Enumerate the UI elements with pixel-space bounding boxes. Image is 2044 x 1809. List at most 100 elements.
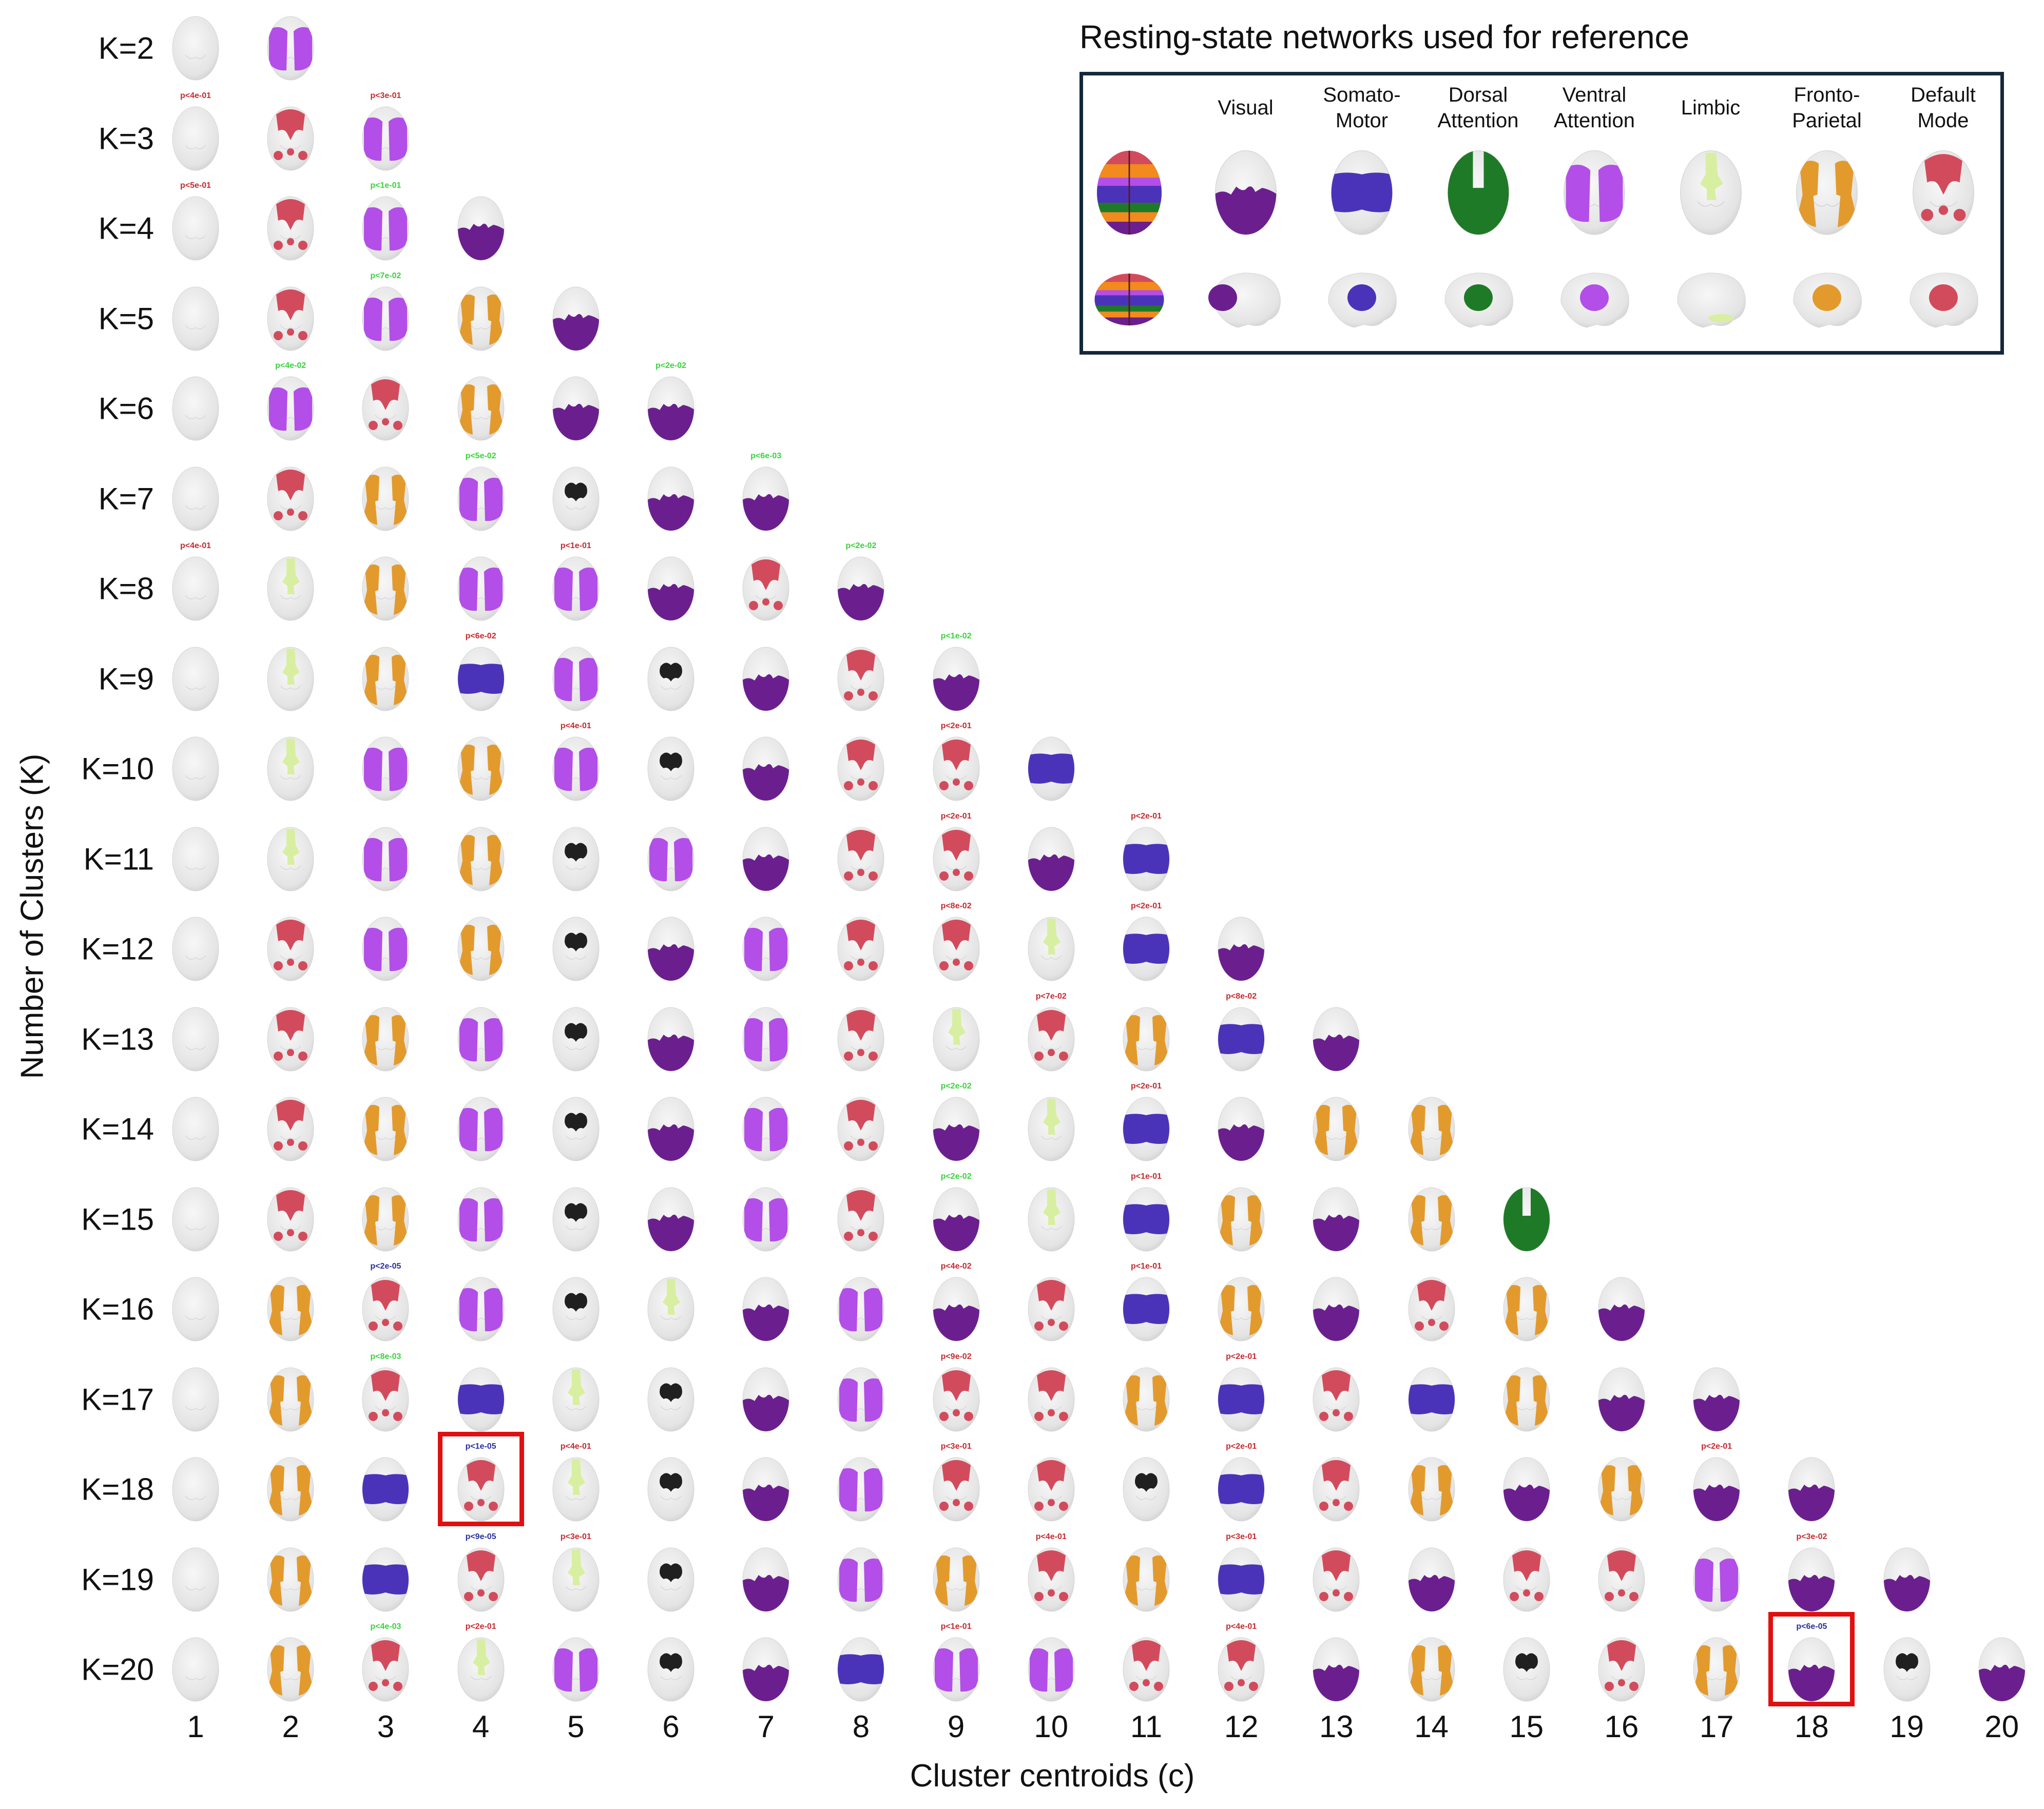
network-overlay (1129, 1640, 1163, 1691)
brain-cell (455, 374, 507, 443)
column-label: 17 (1699, 1709, 1734, 1744)
row-label: K=11 (83, 842, 154, 876)
skull-shape (172, 376, 219, 441)
brain-cell (265, 1545, 316, 1615)
brain-cell (360, 1545, 411, 1615)
row-label: K=2 (98, 31, 154, 66)
network-overlay (743, 494, 789, 531)
network-overlay (1509, 1550, 1544, 1601)
row-label: K=9 (98, 662, 154, 696)
brain-map-icon (1313, 1547, 1360, 1611)
network-sagittal-view (1672, 267, 1750, 335)
brain-cell (1786, 1455, 1837, 1524)
brain-map-icon (837, 1457, 884, 1522)
brain-cell (550, 734, 602, 804)
brain-map-icon (457, 827, 505, 891)
brain-map-icon (1408, 1187, 1455, 1251)
brain-cell (1691, 1635, 1742, 1704)
brain-map-icon (1218, 1277, 1265, 1341)
brain-cell (455, 1365, 507, 1434)
network-overlay (362, 1474, 409, 1504)
brain-map-icon (1598, 1637, 1645, 1702)
brain-cell (1406, 1635, 1457, 1704)
p-value-label: p<6e-03 (750, 451, 782, 460)
network-overlay (1218, 944, 1265, 981)
network-label: Fronto- Parietal (1792, 84, 1862, 132)
network-overlay (1029, 1648, 1073, 1692)
brain-map-icon (647, 1367, 695, 1431)
brain-cell (455, 1455, 507, 1524)
brain-map-icon (933, 1187, 980, 1251)
brain-cell (360, 645, 411, 714)
brain-cell (740, 1005, 792, 1074)
brain-cell (550, 1455, 602, 1524)
brain-cell (1121, 1545, 1172, 1615)
network-overlay (844, 649, 878, 701)
brain-map-icon (837, 1547, 884, 1611)
brain-cell (265, 1275, 316, 1344)
brain-cell (931, 1275, 982, 1344)
brain-cell (265, 554, 316, 624)
network-overlay (1123, 1203, 1169, 1234)
brain-cell (1501, 1455, 1552, 1524)
brain-map-icon (267, 1637, 314, 1702)
brain-map-icon (552, 556, 600, 621)
brain-cell (170, 1275, 221, 1344)
network-overlay (1125, 1555, 1168, 1606)
brain-cell (360, 464, 411, 534)
network-label: Somato- Motor (1323, 84, 1401, 132)
brain-sagittal-icon (1676, 273, 1746, 328)
brain-map-icon (267, 196, 314, 261)
brain-map-icon (933, 1277, 980, 1341)
network-label: Dorsal Attention (1437, 84, 1519, 132)
row-label: K=18 (81, 1472, 154, 1507)
brain-map-icon (1313, 1277, 1360, 1341)
brain-map-icon (1218, 1187, 1265, 1251)
brain-map-icon (457, 647, 505, 711)
brain-cell (455, 554, 507, 624)
brain-cell (1501, 1275, 1552, 1344)
brain-map-icon (1123, 1637, 1170, 1702)
brain-map-icon (647, 1097, 695, 1161)
brain-map-icon (1883, 1547, 1931, 1611)
skull-shape (172, 1187, 219, 1251)
network-overlay (844, 1009, 878, 1061)
brain-cell (740, 1185, 792, 1254)
network-overlay (274, 1190, 308, 1241)
brain-cell (740, 915, 792, 984)
skull-shape (172, 1547, 219, 1611)
brain-map-icon (362, 1277, 409, 1341)
brain-cell (550, 1005, 602, 1074)
network-overlay (459, 1018, 503, 1061)
network-overlay (749, 559, 783, 610)
brain-map-icon (457, 1007, 505, 1071)
brain-map-icon (552, 286, 600, 351)
brain-cell (265, 1365, 316, 1434)
network-overlay (274, 920, 308, 970)
network-overlay (660, 1653, 682, 1672)
brain-map-icon (742, 556, 789, 621)
brain-map-icon (1028, 1457, 1075, 1522)
brain-map-icon (267, 556, 314, 621)
brain-map-icon (362, 106, 409, 170)
network-overlay (567, 1459, 585, 1495)
network-overlay (457, 1384, 504, 1414)
network-overlay (1598, 1304, 1645, 1341)
brain-axial-icon (1680, 150, 1742, 235)
network-overlay (939, 829, 973, 881)
network-overlay (457, 663, 504, 694)
x-axis-title: Cluster centroids (c) (910, 1758, 1195, 1794)
network-overlay (364, 117, 408, 161)
brain-cell (1216, 1455, 1267, 1524)
brain-map-icon (1123, 1187, 1170, 1251)
skull-shape (172, 1637, 219, 1702)
p-value-label: p<2e-02 (845, 541, 877, 550)
network-overlay (1883, 1574, 1930, 1611)
network-overlay (459, 477, 503, 521)
p-value-label: p<2e-02 (940, 1082, 972, 1091)
brain-cell (455, 1185, 507, 1254)
p-value-label: p<2e-01 (1226, 1442, 1257, 1451)
network-overlay (369, 1280, 403, 1331)
brain-cell (360, 1095, 411, 1164)
brain-cell (360, 554, 411, 624)
